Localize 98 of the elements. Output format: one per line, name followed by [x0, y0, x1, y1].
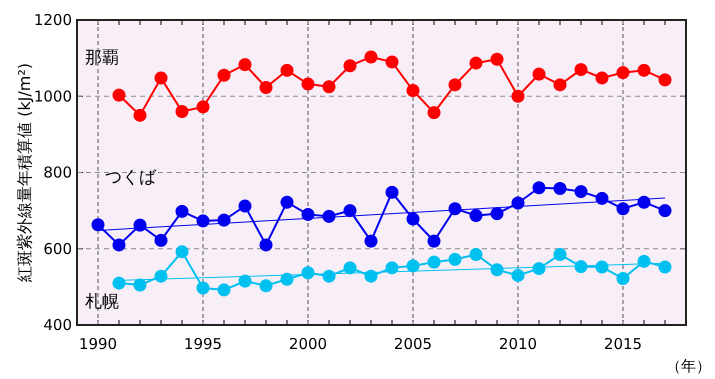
x-tick-label: 2000	[288, 335, 328, 353]
x-tick-label: 2005	[394, 335, 432, 353]
point	[134, 278, 146, 292]
y-tick-label: 600	[43, 240, 72, 258]
point	[322, 210, 336, 223]
point	[470, 56, 482, 70]
point	[302, 78, 314, 91]
y-tick-label: 800	[43, 164, 72, 182]
point	[218, 68, 230, 82]
point	[134, 218, 146, 232]
point	[280, 272, 294, 286]
point	[260, 279, 272, 292]
point	[280, 196, 294, 209]
point	[134, 108, 146, 122]
point	[638, 64, 650, 77]
point	[616, 272, 630, 285]
point	[260, 80, 272, 94]
point	[448, 202, 462, 216]
point	[176, 204, 188, 218]
point	[470, 209, 482, 222]
point	[112, 276, 126, 290]
point	[92, 218, 104, 232]
point	[554, 182, 566, 196]
point	[176, 245, 188, 258]
point	[344, 59, 356, 72]
point	[658, 204, 672, 218]
point	[574, 185, 588, 198]
x-tick-label: 2010	[498, 335, 538, 353]
point	[322, 80, 336, 94]
point	[218, 214, 230, 227]
point	[596, 192, 608, 205]
point	[574, 63, 588, 76]
point	[596, 260, 608, 274]
point	[386, 186, 398, 199]
point	[302, 266, 314, 280]
point	[112, 238, 126, 252]
point	[428, 256, 440, 269]
point	[238, 274, 252, 288]
point	[406, 84, 420, 98]
point	[658, 73, 672, 86]
point	[638, 196, 650, 209]
point	[196, 282, 210, 295]
point	[512, 196, 524, 210]
point	[364, 234, 378, 248]
point	[616, 202, 630, 216]
point	[532, 262, 546, 276]
y-axis-title: 紅斑紫外線量年積算値 (kJ/m²)	[15, 63, 34, 282]
x-axis-title: （年）	[666, 357, 711, 375]
point	[490, 263, 504, 276]
point	[386, 261, 398, 274]
point	[448, 252, 462, 266]
point	[280, 64, 294, 77]
point	[322, 270, 336, 283]
point	[260, 238, 272, 252]
point	[196, 214, 210, 228]
point	[364, 50, 378, 64]
point	[176, 105, 188, 118]
point	[554, 248, 566, 261]
point	[512, 90, 524, 103]
point	[238, 58, 252, 72]
point	[196, 100, 210, 114]
x-tick-label: 1995	[184, 335, 222, 353]
x-tick-label: 2015	[604, 335, 642, 353]
point	[490, 52, 504, 66]
point	[616, 66, 630, 80]
point	[574, 260, 588, 274]
point	[154, 71, 168, 84]
point	[218, 283, 230, 296]
point	[112, 88, 126, 102]
point	[302, 208, 314, 221]
point	[406, 212, 420, 226]
point	[154, 270, 168, 283]
point	[638, 254, 650, 268]
series-label: つくば	[105, 168, 157, 188]
point	[154, 234, 168, 247]
point	[428, 234, 440, 248]
point	[512, 268, 524, 282]
y-tick-label: 400	[43, 316, 72, 334]
point	[406, 259, 420, 272]
x-tick-label: 1990	[78, 335, 118, 353]
series-label: 札幌	[85, 292, 119, 312]
point	[490, 207, 504, 220]
series-label: 那覇	[85, 48, 119, 68]
point	[596, 71, 608, 84]
point	[386, 55, 398, 68]
point	[428, 106, 440, 120]
point	[554, 78, 566, 92]
point	[658, 260, 672, 274]
y-tick-label: 1200	[34, 11, 72, 29]
point	[532, 68, 546, 81]
point	[238, 200, 252, 213]
point	[532, 181, 546, 194]
point	[470, 248, 482, 261]
y-tick-label: 1000	[34, 87, 72, 106]
point	[344, 261, 356, 274]
point	[364, 270, 378, 283]
point	[448, 78, 462, 92]
point	[344, 204, 356, 218]
